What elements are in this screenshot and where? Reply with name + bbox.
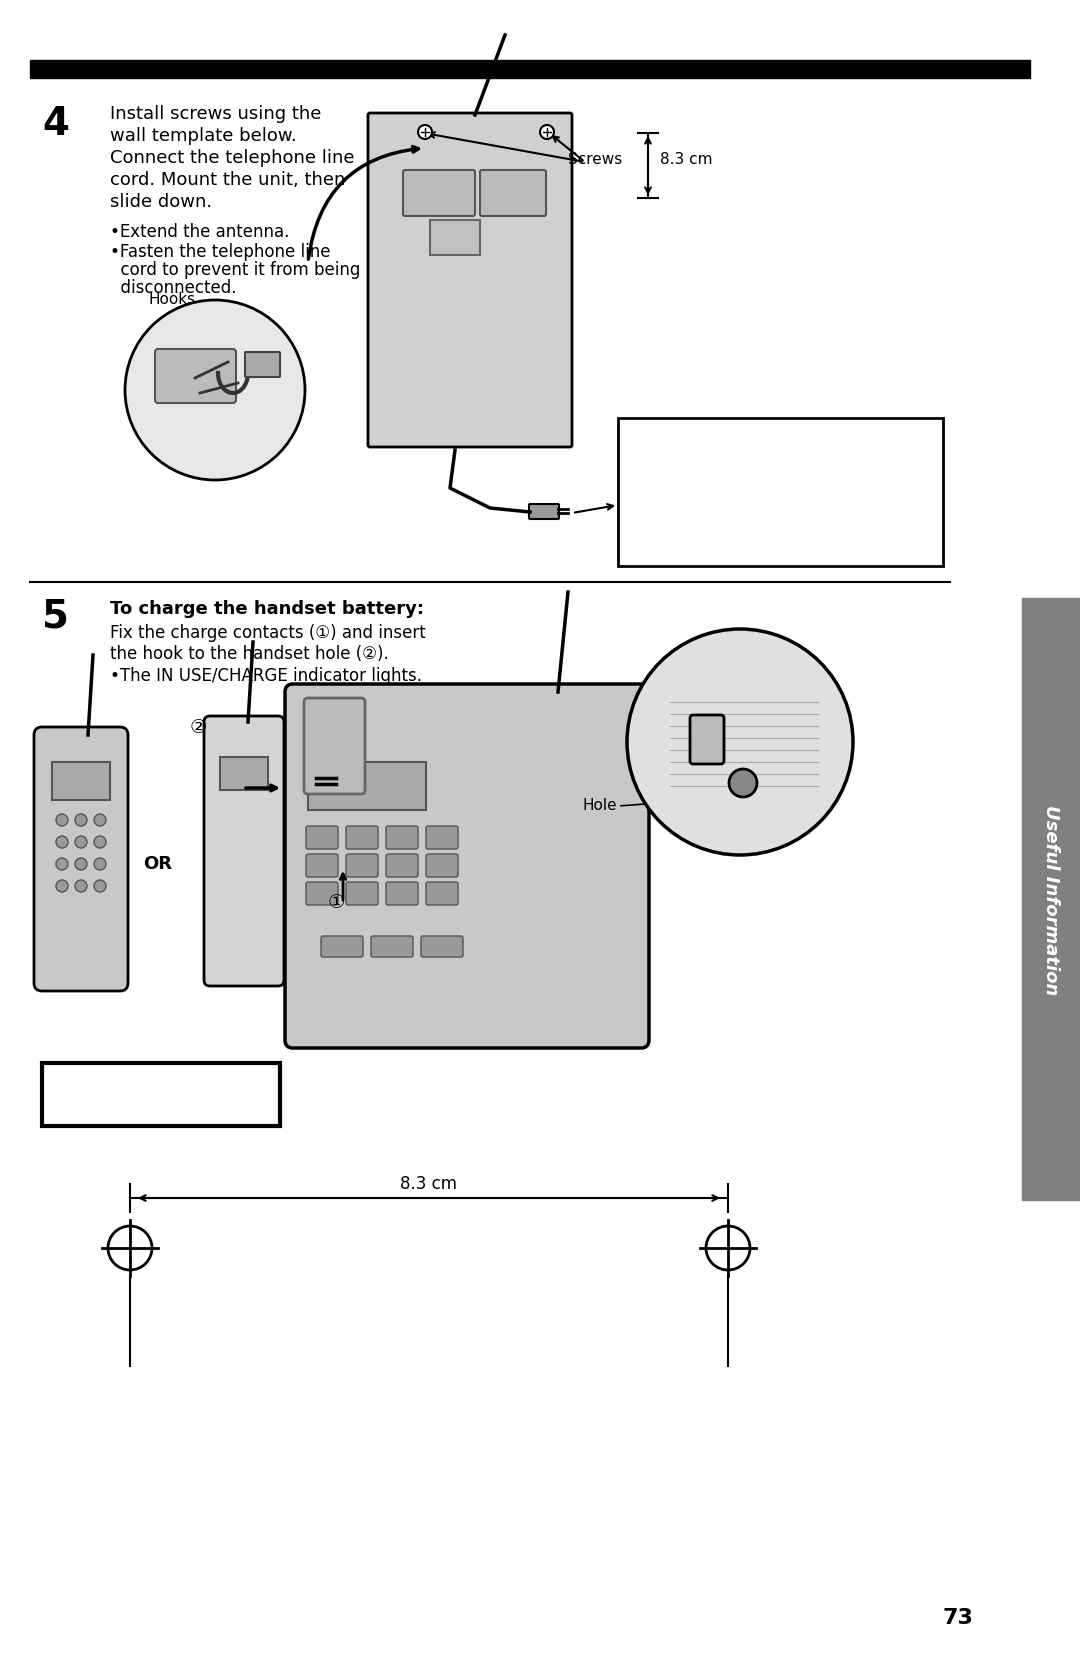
Bar [618, 417, 943, 566]
Text: For Australia: For Australia [627, 426, 739, 441]
Text: 8.3 cm: 8.3 cm [401, 1175, 458, 1193]
FancyBboxPatch shape [372, 936, 413, 956]
Circle shape [56, 836, 68, 848]
FancyBboxPatch shape [421, 936, 463, 956]
Circle shape [75, 814, 87, 826]
FancyBboxPatch shape [204, 716, 284, 986]
Text: cord. Mount the unit, then: cord. Mount the unit, then [110, 170, 346, 189]
Circle shape [418, 125, 432, 139]
Text: 8.3 cm: 8.3 cm [660, 152, 713, 167]
Circle shape [75, 858, 87, 870]
FancyBboxPatch shape [426, 881, 458, 905]
Circle shape [627, 629, 853, 855]
Text: Telephone Jack: Telephone Jack [627, 532, 731, 547]
FancyBboxPatch shape [33, 728, 129, 991]
Text: To Telephone Plug: To Telephone Plug [627, 446, 752, 461]
Text: Install screws using the: Install screws using the [110, 105, 322, 124]
Circle shape [125, 300, 305, 481]
Bar [430, 220, 480, 255]
Text: cord to prevent it from being: cord to prevent it from being [110, 260, 361, 279]
FancyBboxPatch shape [346, 881, 378, 905]
FancyBboxPatch shape [303, 698, 365, 794]
Text: Useful Information: Useful Information [1042, 804, 1059, 995]
FancyBboxPatch shape [306, 881, 338, 905]
Text: OR: OR [627, 482, 652, 497]
Circle shape [706, 1227, 750, 1270]
Circle shape [94, 836, 106, 848]
Circle shape [56, 814, 68, 826]
FancyBboxPatch shape [285, 684, 649, 1048]
Circle shape [94, 814, 106, 826]
Circle shape [94, 880, 106, 891]
FancyBboxPatch shape [368, 113, 572, 447]
FancyBboxPatch shape [245, 352, 280, 377]
FancyBboxPatch shape [386, 826, 418, 850]
Bar [52, 763, 110, 799]
FancyBboxPatch shape [529, 504, 559, 519]
FancyBboxPatch shape [403, 170, 475, 215]
Text: Fix the charge contacts (①) and insert: Fix the charge contacts (①) and insert [110, 624, 426, 643]
Text: connected to Socket: connected to Socket [627, 462, 770, 477]
Text: To charge the handset battery:: To charge the handset battery: [110, 599, 424, 618]
Text: OR: OR [143, 855, 172, 873]
Text: Hole: Hole [583, 798, 618, 813]
FancyBboxPatch shape [306, 826, 338, 850]
Circle shape [75, 836, 87, 848]
FancyBboxPatch shape [426, 826, 458, 850]
FancyBboxPatch shape [321, 936, 363, 956]
FancyBboxPatch shape [156, 349, 237, 402]
Text: Wall Template: Wall Template [58, 1073, 245, 1097]
Text: 4: 4 [42, 105, 69, 144]
Bar [30, 60, 1030, 78]
Text: To Single-Line: To Single-Line [627, 516, 724, 531]
Circle shape [108, 1227, 152, 1270]
Circle shape [540, 125, 554, 139]
Text: Connect the telephone line: Connect the telephone line [110, 149, 354, 167]
Text: the hook to the handset hole (②).: the hook to the handset hole (②). [110, 644, 389, 663]
Text: Hook: Hook [768, 678, 807, 693]
Text: For New Zealand: For New Zealand [627, 497, 772, 512]
Bar [220, 758, 268, 789]
FancyBboxPatch shape [386, 881, 418, 905]
Text: Screws: Screws [568, 152, 622, 167]
Circle shape [729, 769, 757, 798]
Text: •Extend the antenna.: •Extend the antenna. [110, 224, 289, 240]
Text: ①: ① [328, 893, 346, 911]
FancyBboxPatch shape [306, 855, 338, 876]
Text: •The IN USE/CHARGE indicator lights.: •The IN USE/CHARGE indicator lights. [110, 668, 422, 684]
Text: 5: 5 [42, 598, 69, 634]
FancyBboxPatch shape [346, 855, 378, 876]
Bar [42, 1063, 280, 1127]
Text: slide down.: slide down. [110, 194, 212, 210]
FancyBboxPatch shape [426, 855, 458, 876]
Circle shape [94, 858, 106, 870]
Text: •Fasten the telephone line: •Fasten the telephone line [110, 244, 330, 260]
Bar [1022, 598, 1080, 1200]
Circle shape [56, 858, 68, 870]
Text: wall template below.: wall template below. [110, 127, 297, 145]
Text: Hooks: Hooks [148, 292, 195, 307]
FancyBboxPatch shape [346, 826, 378, 850]
Text: disconnected.: disconnected. [110, 279, 237, 297]
Bar [308, 763, 426, 809]
Circle shape [56, 880, 68, 891]
Text: ②: ② [190, 718, 207, 738]
Text: 73: 73 [943, 1607, 973, 1627]
Circle shape [75, 880, 87, 891]
FancyBboxPatch shape [690, 714, 724, 764]
FancyBboxPatch shape [480, 170, 546, 215]
FancyBboxPatch shape [386, 855, 418, 876]
